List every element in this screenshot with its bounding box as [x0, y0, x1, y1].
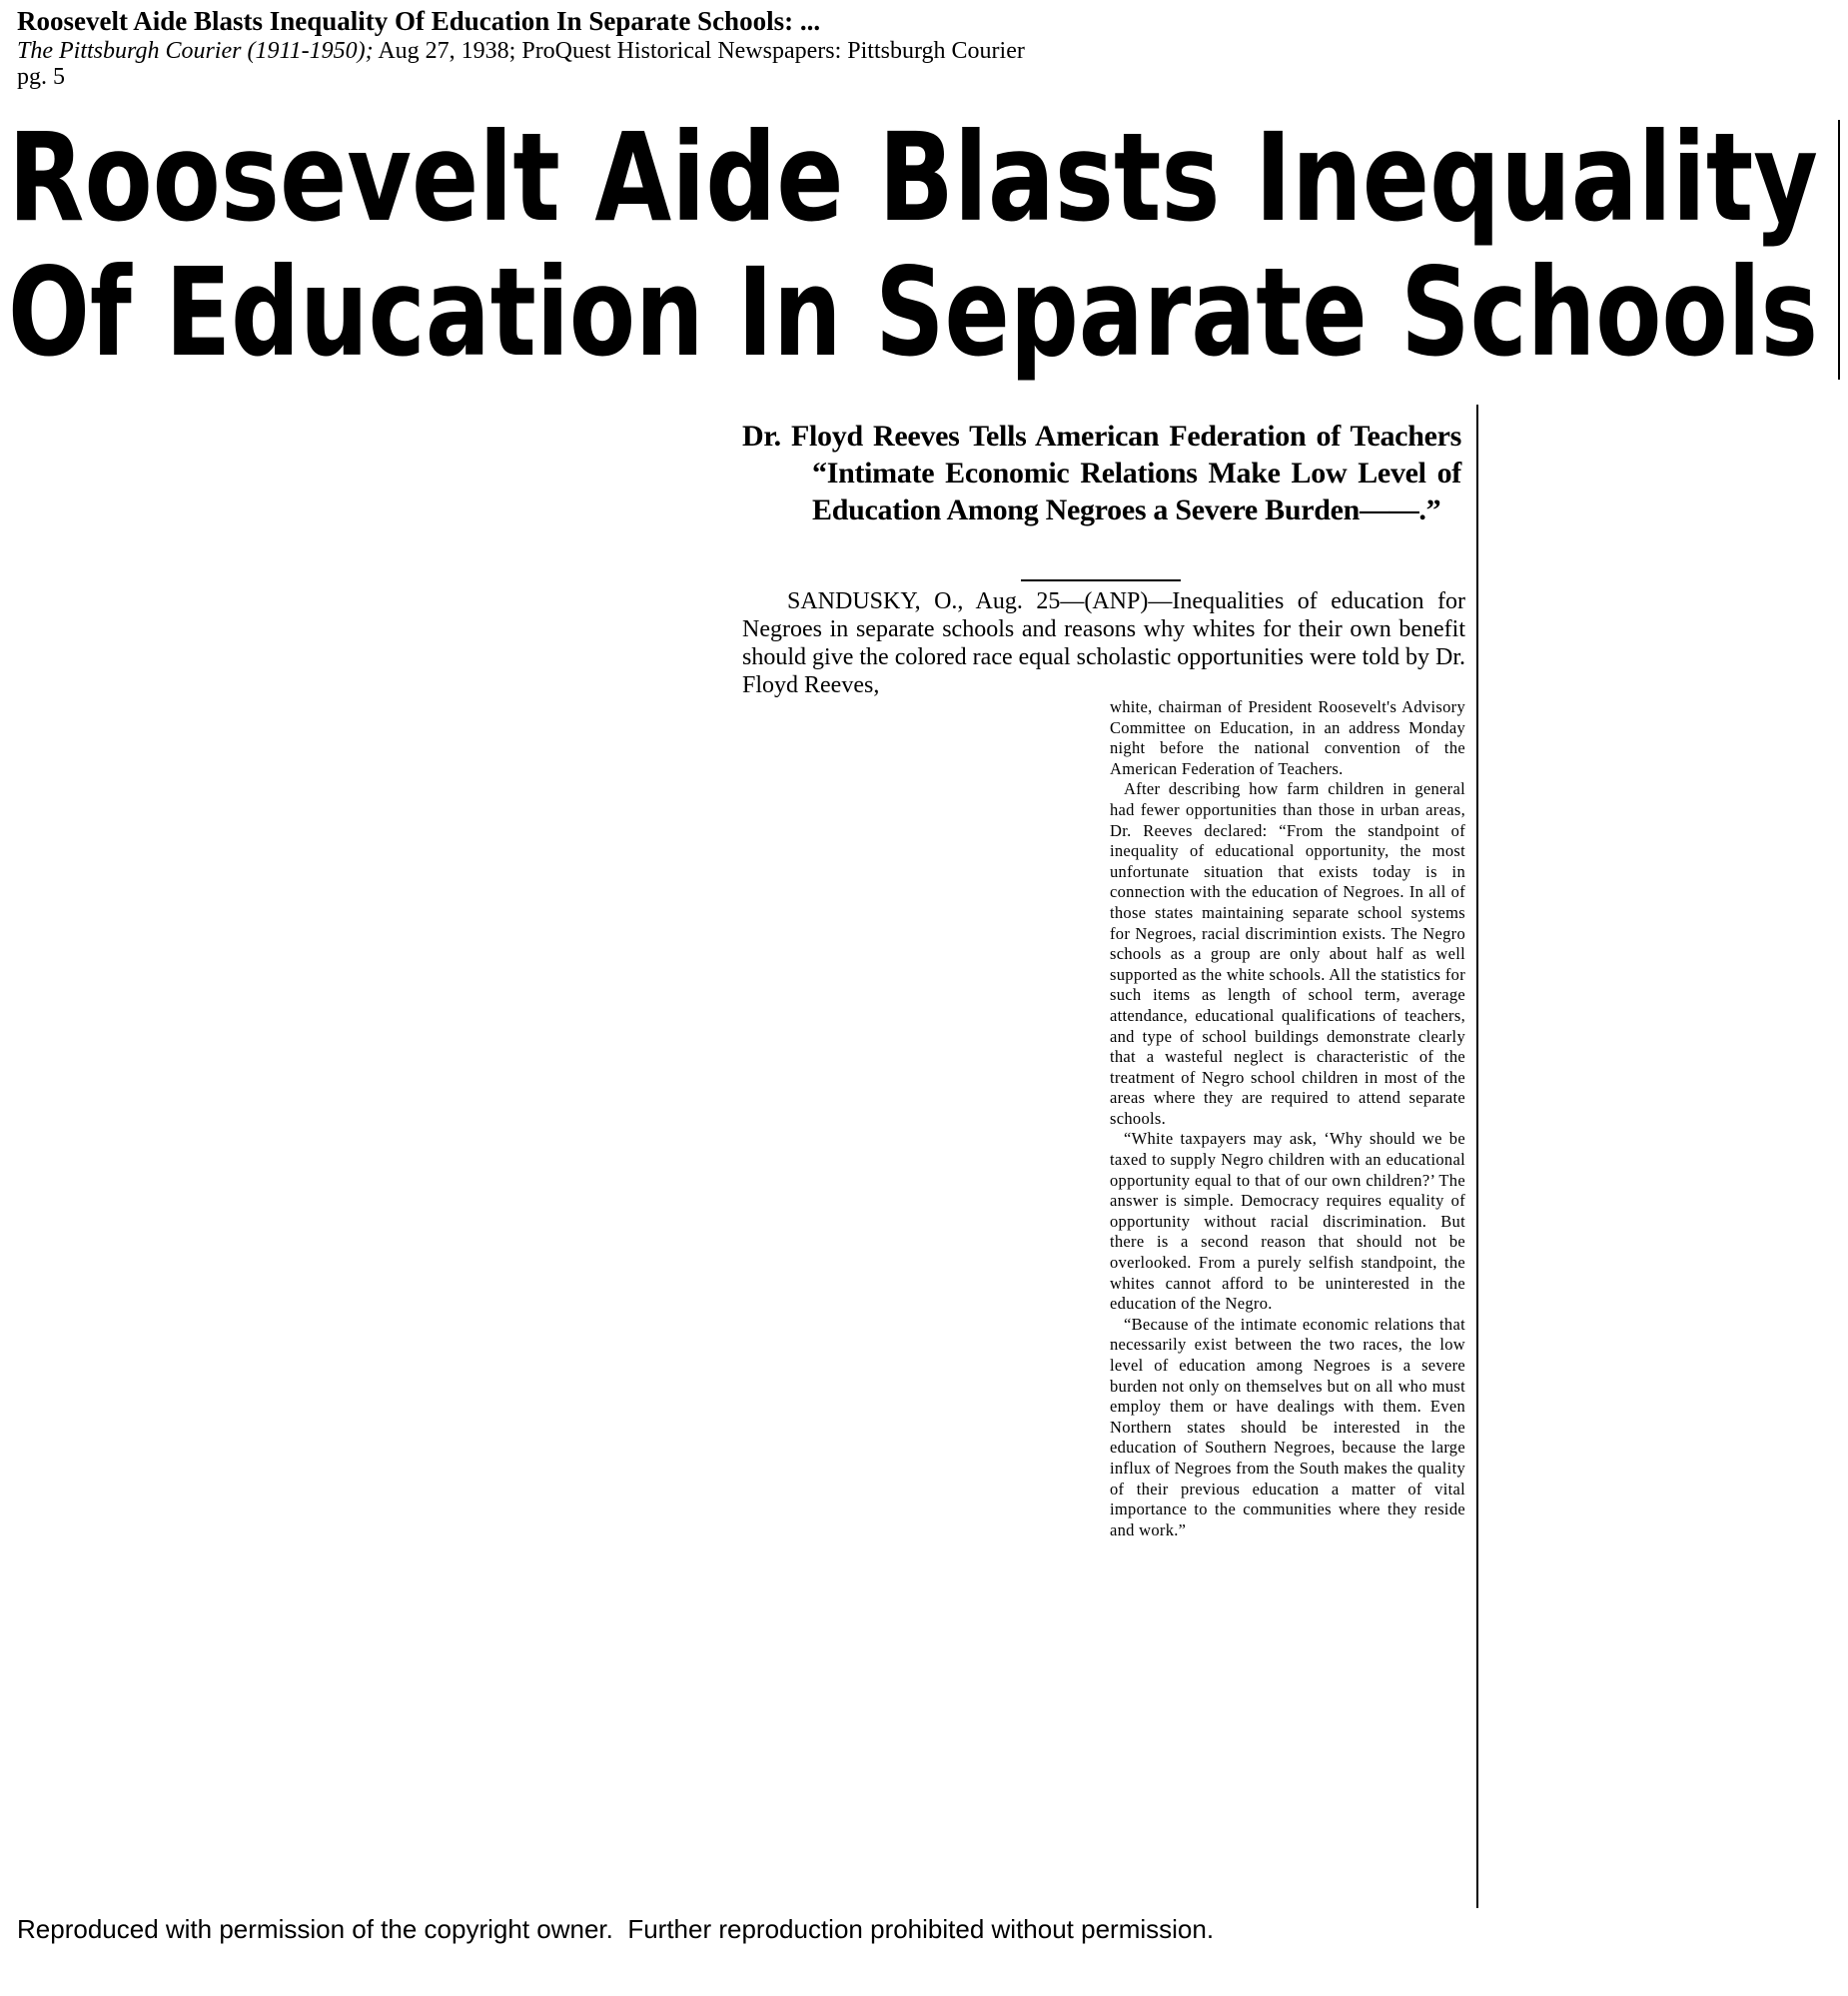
paragraph: white, chairman of President Roosevelt's… — [1110, 697, 1465, 778]
lead-paragraph: SANDUSKY, O., Aug. 25—(ANP)—Inequalities… — [742, 588, 1465, 698]
source-details: Aug 27, 1938; ProQuest Historical Newspa… — [378, 38, 1025, 64]
source-publication: The Pittsburgh Courier (1911-1950); — [17, 38, 374, 64]
paragraph: “Because of the intimate economic relati… — [1110, 1314, 1465, 1539]
column-rule — [1838, 120, 1840, 380]
divider — [1021, 579, 1181, 581]
paragraph: After describing how farm children in ge… — [1110, 779, 1465, 1128]
source-line: The Pittsburgh Courier (1911-1950); Aug … — [17, 38, 1025, 65]
doc-title: Roosevelt Aide Blasts Inequality Of Educ… — [17, 6, 821, 36]
paragraph: “White taxpayers may ask, ‘Why should we… — [1110, 1129, 1465, 1314]
headline: Roosevelt Aide Blasts Inequality Of Educ… — [8, 110, 1818, 384]
column-rule — [1476, 405, 1478, 1908]
body-column: white, chairman of President Roosevelt's… — [1110, 697, 1465, 1540]
copyright-notice: Reproduced with permission of the copyri… — [17, 1914, 1215, 1944]
headline-line: Roosevelt Aide Blasts Inequality — [8, 110, 1818, 249]
subhead: Dr. Floyd Reeves Tells American Federati… — [742, 420, 1461, 526]
page-number: pg. 5 — [17, 64, 65, 90]
headline-line: Of Education In Separate Schools — [8, 242, 1818, 384]
